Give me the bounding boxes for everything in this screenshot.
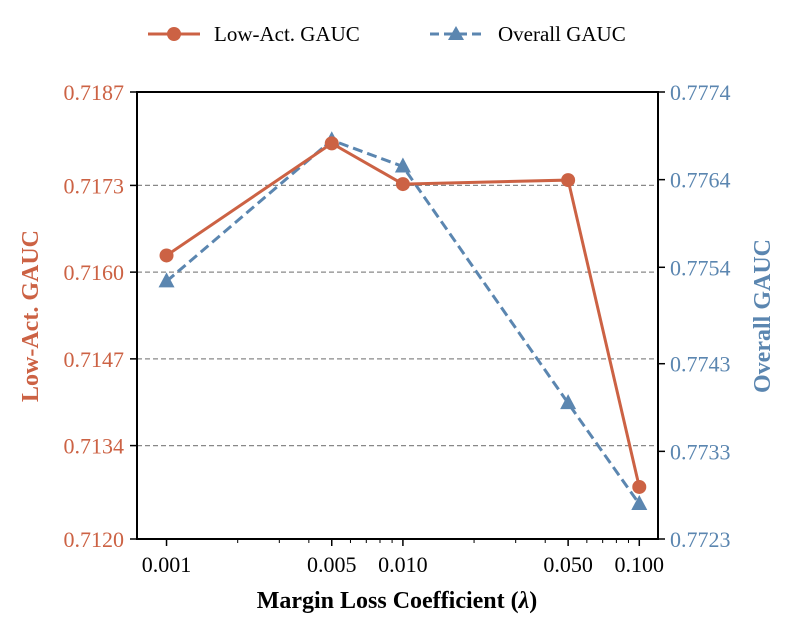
series-line-low-act [165, 141, 641, 488]
right-axis-ticks: 0.7723 0.7733 0.7743 0.7754 0.7764 0.7774 [658, 80, 731, 552]
x-tick-label: 0.050 [543, 552, 593, 577]
legend-item-overall: Overall GAUC [430, 22, 626, 46]
legend-label-overall: Overall GAUC [498, 22, 626, 46]
plot-frame [136, 91, 659, 540]
x-tick-label: 0.005 [307, 552, 357, 577]
left-tick-label: 0.7187 [64, 80, 125, 105]
data-point-low-act [324, 136, 339, 151]
legend-marker-overall [448, 26, 464, 40]
x-axis-ticks: 0.001 0.005 0.010 0.050 0.100 [142, 539, 664, 577]
left-axis-title: Low-Act. GAUC [18, 230, 44, 402]
left-axis-ticks: 0.7120 0.7134 0.7147 0.7160 0.7173 0.7187 [64, 80, 137, 552]
legend-item-low-act: Low-Act. GAUC [148, 22, 360, 46]
x-tick-label: 0.001 [142, 552, 192, 577]
data-point-overall [394, 157, 411, 173]
right-tick-label: 0.7754 [670, 255, 731, 280]
data-point-overall [631, 494, 648, 510]
data-point-overall [158, 272, 175, 288]
left-tick-label: 0.7120 [64, 527, 125, 552]
right-tick-label: 0.7774 [670, 80, 731, 105]
left-tick-label: 0.7134 [64, 434, 125, 459]
left-tick-label: 0.7160 [64, 260, 125, 285]
series-line-overall [165, 138, 641, 505]
right-tick-label: 0.7764 [670, 168, 731, 193]
legend: Low-Act. GAUC Overall GAUC [148, 22, 626, 46]
data-point-overall [560, 394, 577, 410]
left-tick-label: 0.7147 [64, 347, 125, 372]
right-tick-label: 0.7743 [670, 352, 731, 377]
x-tick-label: 0.100 [615, 552, 665, 577]
right-axis-title: Overall GAUC [750, 239, 776, 393]
x-axis-title: Margin Loss Coefficient (λ) [257, 588, 538, 614]
data-point-low-act [159, 248, 174, 263]
data-point-low-act [561, 173, 576, 188]
left-tick-label: 0.7173 [64, 173, 125, 198]
data-point-low-act [632, 479, 647, 494]
legend-marker-low-act [167, 27, 181, 41]
legend-label-low-act: Low-Act. GAUC [214, 22, 360, 46]
x-tick-label: 0.010 [378, 552, 428, 577]
right-tick-label: 0.7723 [670, 527, 731, 552]
data-point-low-act [395, 177, 410, 192]
series-layer [158, 131, 648, 510]
right-tick-label: 0.7733 [670, 439, 731, 464]
